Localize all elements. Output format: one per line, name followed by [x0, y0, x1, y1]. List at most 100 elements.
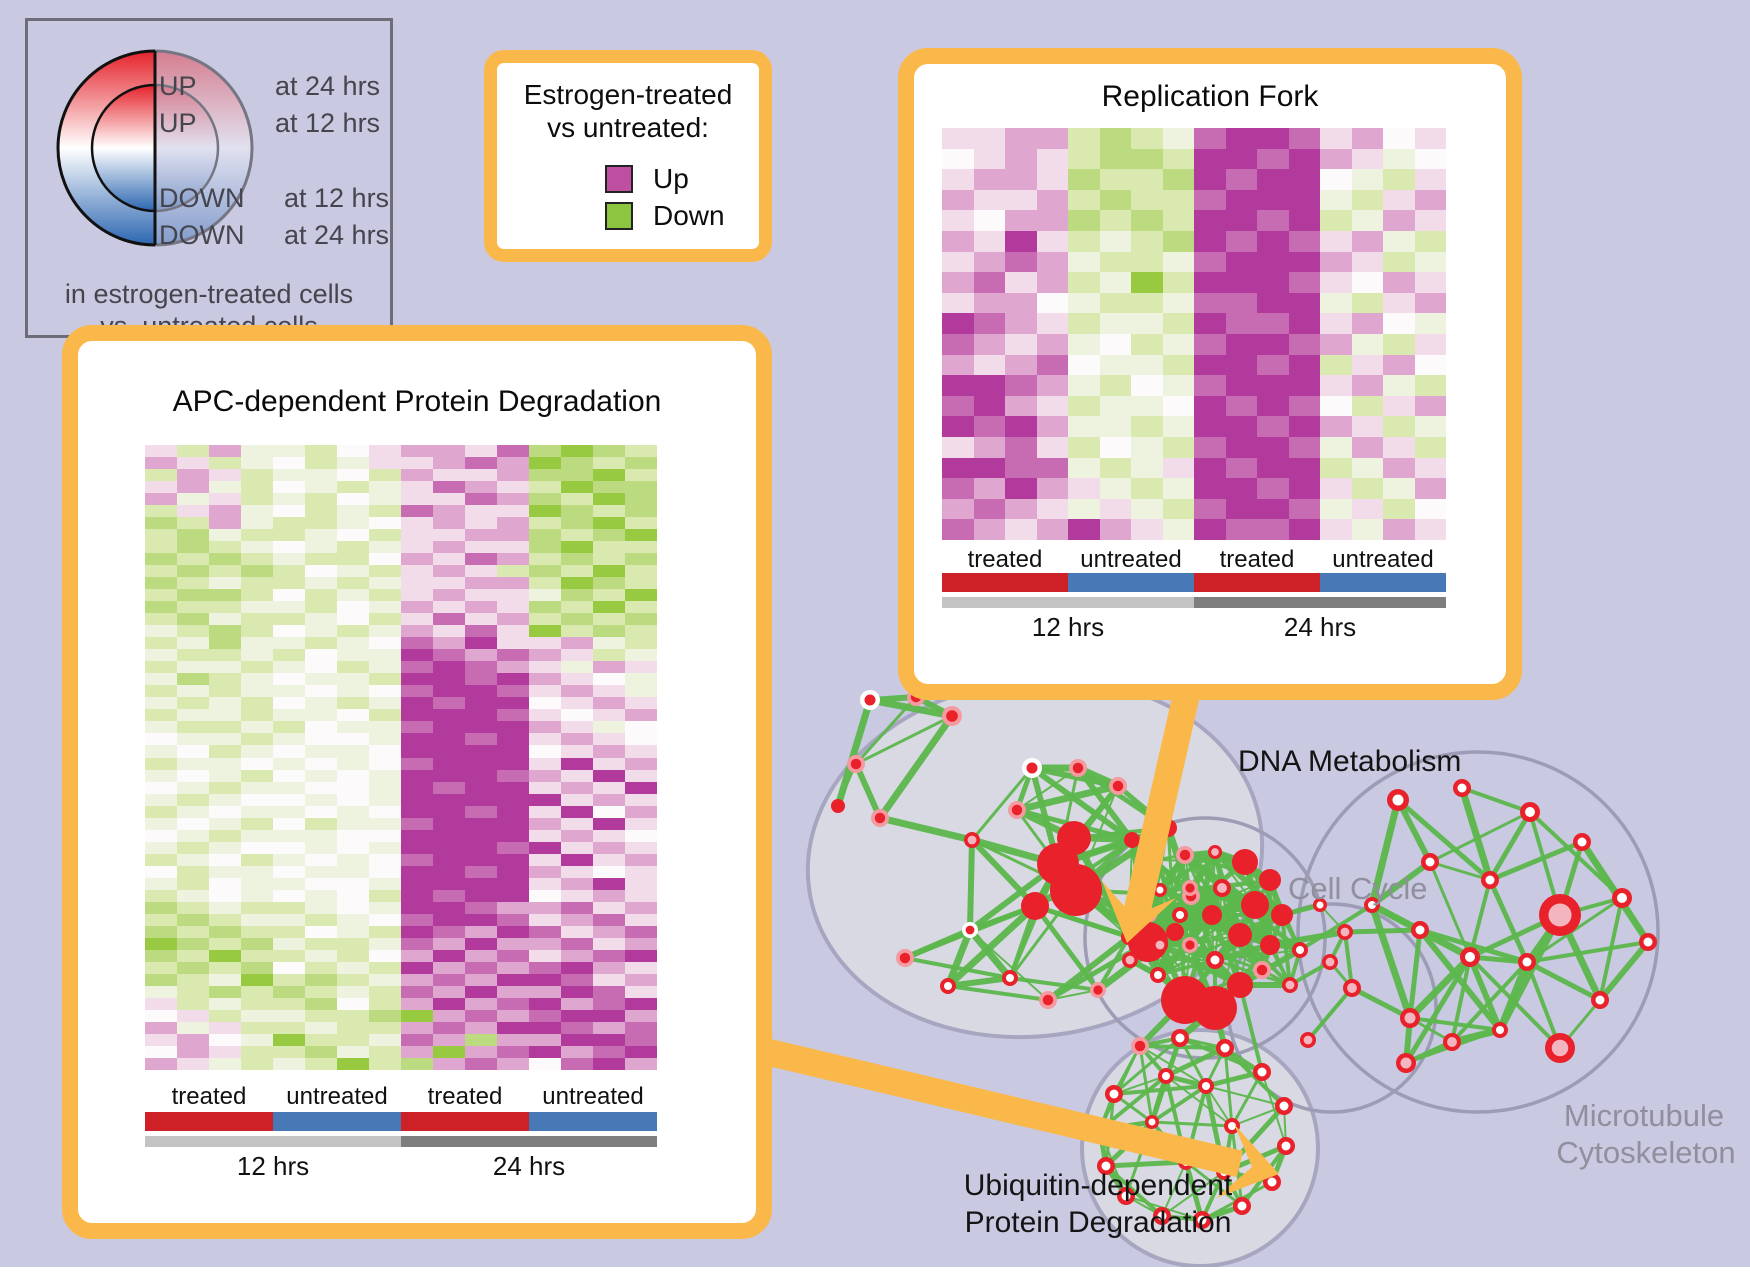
- heatmap-cell: [273, 757, 305, 770]
- heatmap-cell: [942, 148, 974, 170]
- heatmap-cell: [177, 1057, 209, 1070]
- network-edge: [1205, 1085, 1285, 1107]
- heatmap-cell: [145, 805, 177, 818]
- network-edge: [1496, 958, 1531, 1034]
- down-label: Down: [653, 200, 725, 231]
- heatmap-cell: [337, 925, 369, 938]
- heatmap-cell: [1320, 231, 1352, 252]
- heatmap-cell: [177, 577, 209, 590]
- heatmap-cell: [305, 541, 337, 554]
- heatmap-cell: [497, 889, 529, 902]
- heatmap-cell: [1099, 498, 1131, 520]
- network-node: [1006, 974, 1014, 982]
- heatmap-cell: [529, 961, 561, 974]
- updown-ring-glyph: [56, 49, 255, 247]
- heatmap-cell: [593, 553, 625, 566]
- heatmap-cell: [369, 457, 401, 470]
- heatmap-cell: [1036, 395, 1068, 417]
- heatmap-cell: [177, 589, 209, 602]
- heatmap-cell: [305, 961, 337, 974]
- heatmap-cell: [337, 589, 369, 602]
- heatmap-cell: [177, 913, 209, 926]
- heatmap-cell: [529, 877, 561, 890]
- heatmap-cell: [1320, 210, 1352, 231]
- heatmap-cell: [209, 649, 241, 662]
- heatmap-cell: [209, 817, 241, 830]
- heatmap-cell: [1351, 478, 1383, 499]
- heatmap-cell: [529, 685, 561, 698]
- heatmap-cell: [241, 973, 273, 986]
- heatmap-cell: [337, 481, 369, 494]
- heatmap-cell: [369, 577, 401, 590]
- heatmap-cell: [1036, 251, 1068, 273]
- heatmap-cell: [561, 865, 593, 878]
- network-edge: [1161, 1171, 1225, 1217]
- network-node: [944, 982, 952, 990]
- heatmap-cell: [241, 649, 273, 662]
- heatmap-cell: [1351, 231, 1383, 252]
- heatmap-cell: [1162, 334, 1194, 355]
- heatmap-cell: [1257, 519, 1289, 540]
- network-node: [1485, 875, 1495, 885]
- heatmap-cell: [625, 637, 657, 650]
- heatmap-cell: [1068, 148, 1100, 170]
- heatmap-cell: [1288, 169, 1320, 190]
- heatmap-cell: [401, 589, 433, 602]
- heatmap-cell: [305, 673, 337, 686]
- heatmap-cell: [145, 1057, 177, 1070]
- heatmap-cell: [625, 853, 657, 866]
- heatmap-cell: [561, 829, 593, 842]
- heatmap-cell: [1351, 128, 1383, 149]
- heatmap-cell: [561, 541, 593, 554]
- network-edge: [1013, 782, 1122, 814]
- heatmap-cell: [625, 505, 657, 518]
- heatmap-cell: [1351, 395, 1383, 417]
- heatmap-cell: [529, 817, 561, 830]
- cluster-label-cell-cycle: Cell Cycle: [1288, 871, 1428, 906]
- heatmap-cell: [1320, 457, 1352, 479]
- heatmap-cell: [973, 128, 1005, 149]
- heatmap-cell: [1383, 416, 1415, 437]
- heatmap-cell: [465, 745, 497, 758]
- heatmap-cell: [1068, 519, 1100, 540]
- heatmap-cell: [305, 505, 337, 518]
- heatmap-cell: [942, 210, 974, 231]
- heatmap-cell: [1414, 498, 1446, 520]
- network-edge: [944, 926, 974, 990]
- heatmap-cell: [1068, 416, 1100, 437]
- heatmap-cell: [209, 481, 241, 494]
- network-edge: [1395, 797, 1493, 883]
- heatmap-cell: [1288, 313, 1320, 334]
- down-color-swatch: [605, 202, 633, 230]
- heatmap-cell: [177, 1009, 209, 1022]
- group-label: treated: [1219, 546, 1295, 573]
- heatmap-cell: [1257, 148, 1289, 170]
- heatmap-cell: [1068, 437, 1100, 458]
- heatmap-cell: [273, 949, 305, 962]
- network-node: [1281, 1141, 1291, 1151]
- heatmap-cell: [337, 937, 369, 950]
- heatmap-cell: [241, 661, 273, 674]
- heatmap-cell: [273, 829, 305, 842]
- heatmap-cell: [145, 733, 177, 746]
- heatmap-cell: [273, 649, 305, 662]
- network-node: [1011, 804, 1023, 816]
- network-edge: [1184, 1160, 1244, 1208]
- heatmap-cell: [401, 481, 433, 494]
- heatmap-cell: [145, 493, 177, 506]
- heatmap-cell: [145, 865, 177, 878]
- heatmap-cell: [433, 613, 465, 626]
- treated-bar: [401, 1112, 529, 1131]
- heatmap-cell: [593, 841, 625, 854]
- heatmap-cell: [305, 733, 337, 746]
- heatmap-cell: [973, 437, 1005, 458]
- heatmap-cell: [401, 649, 433, 662]
- heatmap-cell: [1225, 457, 1257, 479]
- network-node: [1577, 837, 1587, 847]
- heatmap-cell: [561, 1021, 593, 1034]
- heatmap-cell: [177, 817, 209, 830]
- heatmap-cell: [369, 829, 401, 842]
- heatmap-cell: [593, 1057, 625, 1070]
- heatmap-cell: [625, 901, 657, 914]
- network-node: [1525, 807, 1535, 817]
